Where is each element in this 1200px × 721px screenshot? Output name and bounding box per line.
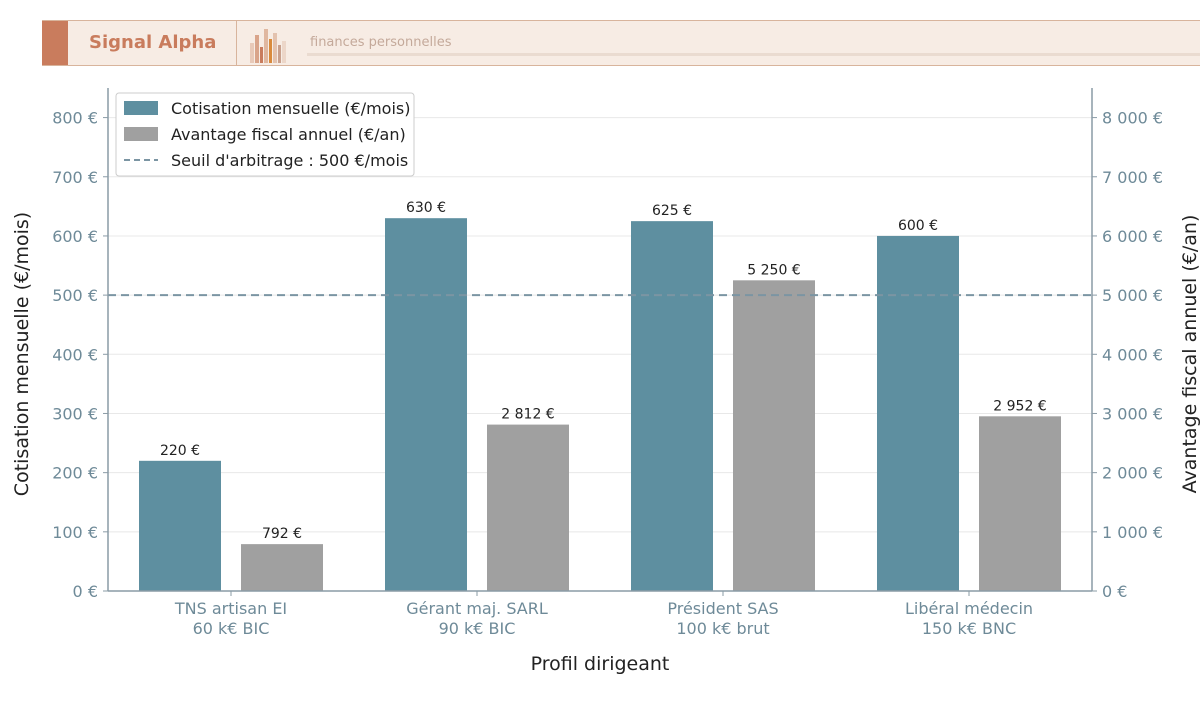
y-tick-left-label: 600 € bbox=[52, 227, 98, 246]
data-label-cotisation: 600 € bbox=[898, 218, 938, 234]
y-tick-right-label: 4 000 € bbox=[1102, 345, 1163, 364]
bar-avantage bbox=[979, 416, 1061, 591]
y-tick-left-label: 300 € bbox=[52, 404, 98, 423]
bar-avantage bbox=[241, 544, 323, 591]
city-bars-logo-icon bbox=[250, 29, 286, 63]
y-tick-right-label: 7 000 € bbox=[1102, 168, 1163, 187]
legend: Cotisation mensuelle (€/mois) Avantage f… bbox=[115, 92, 415, 177]
y-tick-left-label: 0 € bbox=[73, 582, 98, 601]
bar-avantage bbox=[487, 424, 569, 591]
x-tick-label: 90 k€ BIC bbox=[439, 619, 516, 638]
y-tick-right-label: 8 000 € bbox=[1102, 109, 1163, 128]
y-tick-right-label: 0 € bbox=[1102, 582, 1127, 601]
brand-color-block bbox=[42, 21, 68, 65]
y-tick-right-label: 6 000 € bbox=[1102, 227, 1163, 246]
brand-name: Signal Alpha bbox=[89, 32, 217, 53]
x-tick-label: Président SAS bbox=[667, 599, 778, 618]
x-tick-label: 60 k€ BIC bbox=[193, 619, 270, 638]
y-tick-left-label: 500 € bbox=[52, 286, 98, 305]
header-bar: Signal Alpha finances personnelles bbox=[42, 20, 1200, 66]
legend-entry-reference: Seuil d'arbitrage : 500 €/mois bbox=[171, 151, 408, 170]
y-tick-left-label: 200 € bbox=[52, 464, 98, 483]
y-tick-right-label: 2 000 € bbox=[1102, 464, 1163, 483]
bar-cotisation bbox=[877, 235, 959, 592]
tick-labels: 0 € 100 € 200 € 300 € 400 € 500 € 600 € 700 € 80… bbox=[52, 109, 1163, 601]
x-tick-label: 150 k€ BNC bbox=[922, 619, 1016, 638]
legend-entry-cotisation: Cotisation mensuelle (€/mois) bbox=[171, 99, 410, 118]
bar-cotisation bbox=[631, 221, 713, 591]
y-tick-left-label: 800 € bbox=[52, 109, 98, 128]
bar-avantage bbox=[733, 280, 815, 591]
data-label-cotisation: 220 € bbox=[160, 443, 200, 459]
y-axis-label-left: Cotisation mensuelle (€/mois) bbox=[11, 212, 33, 496]
y-tick-left-label: 700 € bbox=[52, 168, 98, 187]
data-label-cotisation: 630 € bbox=[406, 200, 446, 216]
legend-swatch-cotisation bbox=[124, 101, 158, 115]
y-tick-left-label: 100 € bbox=[52, 523, 98, 542]
axes-group bbox=[107, 88, 1093, 592]
y-tick-right-label: 5 000 € bbox=[1102, 286, 1163, 305]
y-axis-label-right: Avantage fiscal annuel (€/an) bbox=[1179, 215, 1200, 494]
x-tick-label: 100 k€ brut bbox=[676, 619, 769, 638]
data-label-avantage: 2 952 € bbox=[993, 398, 1046, 414]
data-label-cotisation: 625 € bbox=[652, 203, 692, 219]
legend-entry-avantage: Avantage fiscal annuel (€/an) bbox=[171, 125, 406, 144]
legend-swatch-avantage bbox=[124, 127, 158, 141]
y-tick-right-label: 1 000 € bbox=[1102, 523, 1163, 542]
data-label-avantage: 792 € bbox=[262, 526, 302, 542]
x-axis-label: Profil dirigeant bbox=[531, 653, 670, 675]
y-tick-left-label: 400 € bbox=[52, 345, 98, 364]
data-label-avantage: 5 250 € bbox=[747, 262, 800, 278]
tagline: finances personnelles bbox=[310, 35, 452, 50]
x-tick-label: Libéral médecin bbox=[905, 599, 1033, 618]
bars-group: 220 € 792 € 630 € 2 812 € 625 € 5 250 € 600 € 2… bbox=[139, 200, 1061, 592]
y-tick-right-label: 3 000 € bbox=[1102, 404, 1163, 423]
data-label-avantage: 2 812 € bbox=[501, 407, 554, 423]
bar-cotisation bbox=[385, 218, 467, 591]
header-divider bbox=[236, 21, 237, 65]
legend-box bbox=[115, 92, 415, 177]
x-tick-label: TNS artisan EI bbox=[174, 599, 287, 618]
bar-cotisation bbox=[139, 460, 221, 591]
x-tick-label: Gérant maj. SARL bbox=[406, 599, 548, 618]
tagline-underline bbox=[307, 53, 1200, 56]
